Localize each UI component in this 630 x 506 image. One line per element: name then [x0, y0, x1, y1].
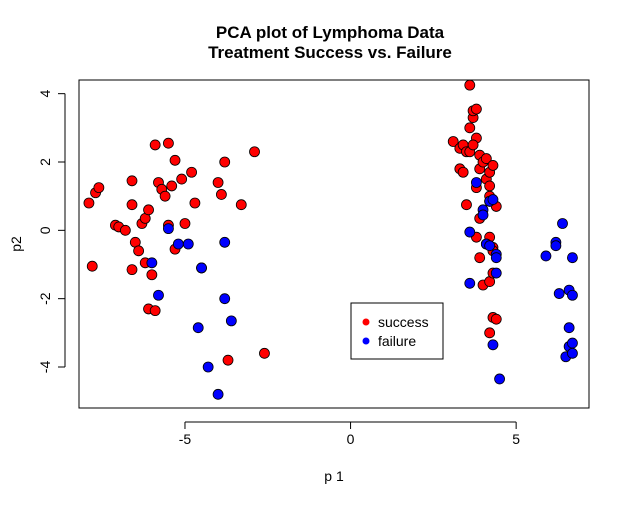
- y-tick-label: 4: [37, 90, 53, 98]
- failure-point: [225, 315, 237, 327]
- success-point: [467, 139, 479, 151]
- x-tick-label: 5: [512, 431, 520, 447]
- success-point: [126, 199, 138, 211]
- y-tick-label: -4: [37, 361, 53, 374]
- success-point: [464, 79, 476, 91]
- success-point: [480, 153, 492, 164]
- success-point: [143, 204, 154, 216]
- failure-point: [153, 289, 164, 301]
- success-point: [219, 156, 231, 168]
- success-point: [133, 245, 145, 257]
- failure-point: [484, 240, 496, 252]
- success-point: [474, 252, 486, 264]
- success-point: [461, 199, 472, 211]
- legend-failure-label: failure: [378, 333, 416, 349]
- success-point: [487, 160, 499, 171]
- failure-point: [196, 262, 207, 274]
- success-point: [169, 154, 181, 166]
- success-point: [159, 190, 171, 202]
- failure-point: [490, 267, 502, 279]
- data-points: [83, 79, 578, 400]
- success-point: [216, 189, 227, 200]
- failure-point: [477, 209, 489, 221]
- success-point: [484, 327, 496, 339]
- failure-point: [567, 337, 578, 349]
- failure-point: [487, 194, 499, 205]
- success-point: [471, 103, 482, 115]
- success-point: [163, 137, 174, 149]
- failure-point: [490, 252, 502, 264]
- failure-point: [471, 177, 482, 188]
- success-point: [222, 354, 234, 366]
- x-axis: -5 0 5: [179, 421, 520, 447]
- legend-success-label: success: [378, 314, 429, 330]
- failure-point: [464, 226, 476, 238]
- success-point: [189, 197, 201, 209]
- failure-point: [563, 322, 575, 334]
- success-point: [212, 177, 224, 188]
- legend-success-marker: [362, 318, 370, 326]
- failure-point: [219, 236, 231, 248]
- x-tick-label: 0: [347, 431, 355, 447]
- success-point: [126, 175, 138, 187]
- success-point: [86, 260, 98, 272]
- failure-point: [553, 288, 565, 299]
- success-point: [259, 347, 270, 359]
- success-point: [126, 264, 138, 276]
- failure-point: [146, 257, 158, 269]
- success-point: [179, 218, 191, 229]
- failure-point: [567, 289, 578, 301]
- success-point: [186, 166, 197, 178]
- legend-box: [350, 302, 444, 360]
- failure-point: [567, 347, 578, 359]
- failure-point: [550, 240, 562, 252]
- y-axis: -4 -2 0 2 4: [37, 90, 66, 374]
- success-point: [176, 173, 188, 185]
- success-point: [149, 139, 161, 151]
- failure-point: [192, 322, 204, 334]
- success-point: [490, 313, 502, 325]
- success-point: [146, 269, 158, 281]
- failure-point: [172, 238, 184, 250]
- success-point: [447, 136, 459, 147]
- failure-point: [212, 388, 224, 400]
- success-point: [166, 180, 178, 192]
- chart-subtitle: Treatment Success vs. Failure: [208, 43, 452, 62]
- x-tick-label: -5: [179, 431, 192, 447]
- success-point: [235, 199, 247, 211]
- success-point: [457, 166, 469, 178]
- y-tick-label: 2: [37, 158, 53, 166]
- success-point: [93, 182, 105, 194]
- success-point: [119, 224, 131, 236]
- failure-point: [202, 361, 214, 373]
- success-point: [249, 146, 260, 158]
- legend-failure-marker: [362, 337, 370, 345]
- failure-point: [219, 293, 231, 305]
- failure-point: [494, 373, 505, 385]
- failure-point: [567, 252, 578, 264]
- legend: success failure: [350, 302, 444, 360]
- failure-point: [487, 339, 499, 351]
- success-point: [484, 180, 496, 192]
- chart-title: PCA plot of Lymphoma Data: [216, 23, 445, 42]
- success-point: [464, 122, 476, 134]
- y-tick-label: 0: [37, 226, 53, 234]
- success-point: [149, 305, 161, 317]
- x-axis-label: p 1: [324, 468, 344, 484]
- y-axis-label: p2: [8, 236, 24, 252]
- y-tick-label: -2: [37, 292, 53, 305]
- failure-point: [557, 218, 568, 229]
- failure-point: [464, 277, 476, 289]
- failure-point: [163, 223, 174, 235]
- failure-point: [182, 238, 194, 250]
- success-point: [83, 197, 95, 209]
- plot-box: [78, 79, 590, 409]
- failure-point: [540, 250, 552, 262]
